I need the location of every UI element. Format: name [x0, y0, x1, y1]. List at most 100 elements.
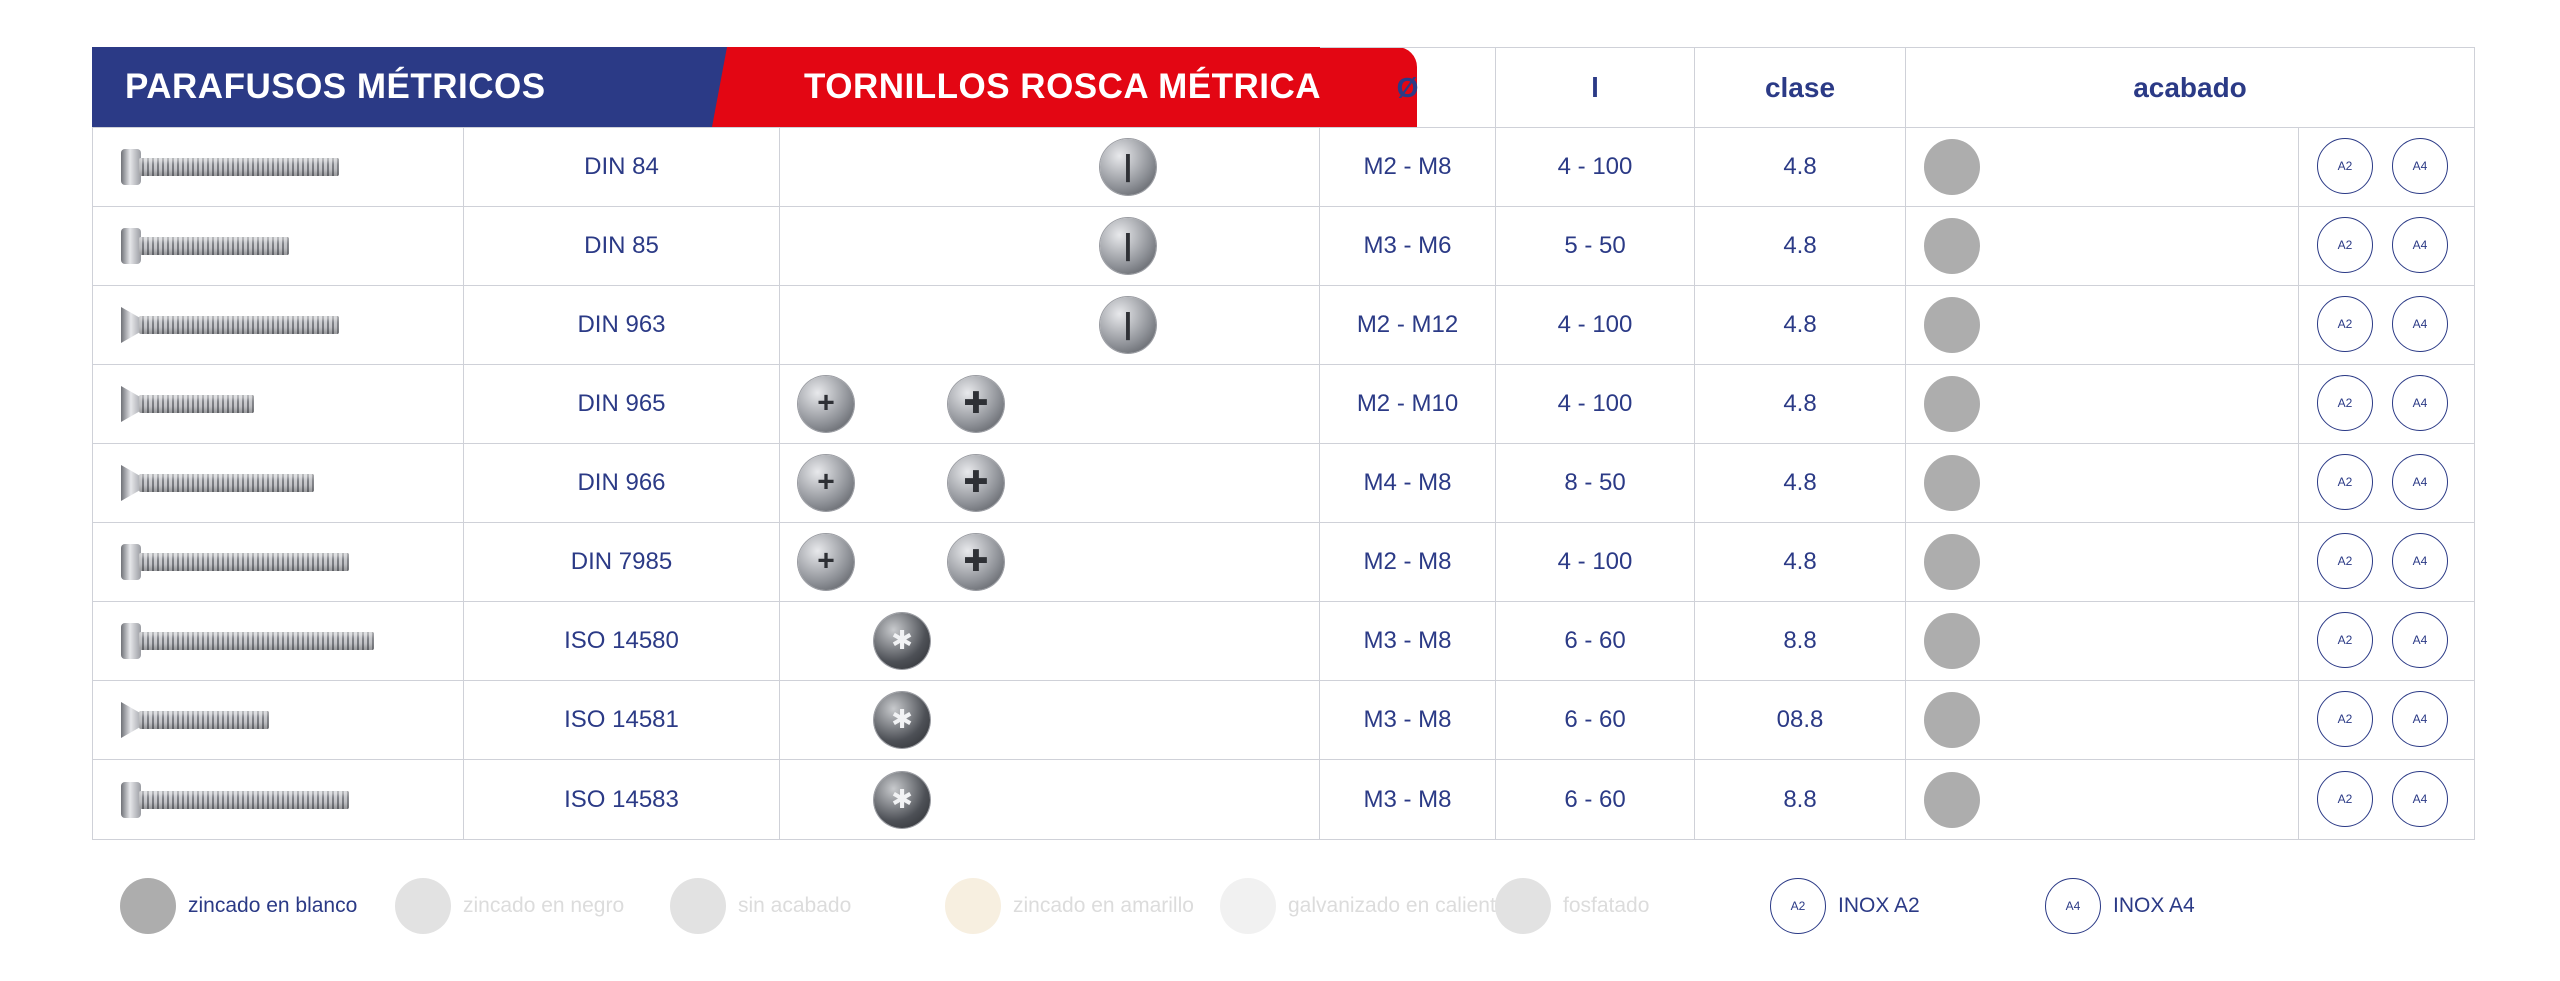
diameter-cell: M4 - M8	[1320, 444, 1496, 522]
standard-cell: DIN 965	[464, 365, 780, 443]
length-value: 8 - 50	[1564, 469, 1626, 496]
diameter-value: M2 - M12	[1356, 311, 1459, 338]
screw-image-cell	[92, 365, 464, 443]
legend-label: zincado en blanco	[188, 894, 358, 917]
drive-cell: |	[780, 128, 1320, 206]
standard-cell: ISO 14583	[464, 760, 780, 839]
screw-icon	[121, 463, 316, 503]
drive-cell: ✱	[780, 602, 1320, 680]
screw-image-cell	[92, 602, 464, 680]
length-cell: 4 - 100	[1496, 523, 1695, 601]
drive-cell: + ✚	[780, 365, 1320, 443]
column-header-length: l	[1496, 47, 1695, 127]
finish-cell	[1906, 681, 2299, 759]
class-value: 08.8	[1776, 706, 1824, 733]
diameter-cell: M2 - M12	[1320, 286, 1496, 364]
title-spanish: TORNILLOS ROSCA MÉTRICA	[712, 47, 1417, 127]
screw-image-cell	[92, 681, 464, 759]
length-value: 5 - 50	[1564, 232, 1626, 259]
legend-item: zincado en negro	[395, 876, 624, 936]
finish-zinc-white-swatch	[1924, 376, 1980, 432]
table-row: DIN 85 | M3 - M6 5 - 50 4.8 A2 A4	[92, 206, 2475, 285]
inox-cell: A2 A4	[2299, 128, 2475, 206]
finish-cell	[1906, 365, 2299, 443]
legend-item: fosfatado	[1495, 876, 1649, 936]
length-value: 4 - 100	[1557, 548, 1633, 575]
finish-cell	[1906, 602, 2299, 680]
inox-a2-badge: A2	[2317, 375, 2373, 431]
finish-zinc-white-swatch	[1924, 455, 1980, 511]
column-header-diameter: Ø	[1320, 47, 1496, 127]
inox-a2-badge: A2	[2317, 533, 2373, 589]
legend-item: A4 INOX A4	[2045, 876, 2195, 936]
class-cell: 8.8	[1695, 602, 1906, 680]
drive-cell: ✱	[780, 681, 1320, 759]
finish-zinc-white-swatch	[1924, 771, 1980, 828]
inox-cell: A2 A4	[2299, 286, 2475, 364]
table-row: ISO 14581 ✱ M3 - M8 6 - 60 08.8 A2 A4	[92, 680, 2475, 759]
inox-a2-badge: A2	[2317, 454, 2373, 510]
torx-drive-icon: ✱	[874, 771, 930, 828]
inox-a4-badge: A4	[2392, 454, 2448, 510]
length-value: 6 - 60	[1564, 627, 1626, 654]
screw-image-cell	[92, 128, 464, 206]
table-row: DIN 963 | M2 - M12 4 - 100 4.8 A2 A4	[92, 285, 2475, 364]
inox-a2-badge: A2	[2317, 770, 2373, 827]
class-cell: 4.8	[1695, 523, 1906, 601]
drive-cell: |	[780, 286, 1320, 364]
inox-a4-badge: A4	[2392, 375, 2448, 431]
table-row: DIN 7985 + ✚ M2 - M8 4 - 100 4.8 A2 A4	[92, 522, 2475, 601]
pozidriv-drive-icon: ✚	[948, 534, 1004, 590]
slot-drive-icon: |	[1100, 218, 1156, 274]
finish-swatch-icon	[120, 878, 176, 934]
diameter-value: M4 - M8	[1363, 469, 1452, 496]
standard-cell: ISO 14580	[464, 602, 780, 680]
length-cell: 6 - 60	[1496, 760, 1695, 839]
inox-a2-badge: A2	[2317, 691, 2373, 747]
legend-label: galvanizado en caliente	[1288, 894, 1508, 917]
standard-name: DIN 7985	[570, 548, 673, 575]
inox-a2-badge: A2	[2317, 217, 2373, 273]
finish-swatch-icon	[670, 878, 726, 934]
diameter-value: M3 - M8	[1363, 785, 1452, 813]
screw-image-cell	[92, 444, 464, 522]
standard-name: DIN 963	[577, 311, 666, 338]
length-cell: 4 - 100	[1496, 286, 1695, 364]
standard-name: DIN 966	[577, 469, 666, 496]
length-cell: 4 - 100	[1496, 365, 1695, 443]
class-cell: 4.8	[1695, 286, 1906, 364]
torx-drive-icon: ✱	[874, 692, 930, 748]
finish-cell	[1906, 523, 2299, 601]
standard-name: DIN 85	[584, 232, 659, 259]
class-value: 8.8	[1783, 785, 1817, 813]
length-value: 4 - 100	[1557, 311, 1633, 338]
legend-label: fosfatado	[1563, 894, 1650, 917]
diameter-value: M3 - M8	[1363, 706, 1452, 733]
standard-name: DIN 84	[584, 153, 659, 180]
finish-zinc-white-swatch	[1924, 218, 1980, 274]
finish-cell	[1906, 760, 2299, 839]
diameter-value: M2 - M8	[1363, 153, 1452, 180]
length-cell: 6 - 60	[1496, 681, 1695, 759]
table-row: DIN 966 + ✚ M4 - M8 8 - 50 4.8 A2 A4	[92, 443, 2475, 522]
phillips-drive-icon: +	[798, 534, 854, 590]
drive-cell: + ✚	[780, 523, 1320, 601]
screw-image-cell	[92, 523, 464, 601]
class-value: 8.8	[1783, 627, 1817, 654]
length-cell: 6 - 60	[1496, 602, 1695, 680]
inox-cell: A2 A4	[2299, 681, 2475, 759]
diameter-cell: M2 - M8	[1320, 523, 1496, 601]
class-cell: 4.8	[1695, 444, 1906, 522]
length-cell: 5 - 50	[1496, 207, 1695, 285]
legend-label: zincado en amarillo	[1013, 894, 1194, 917]
legend-label: zincado en negro	[463, 894, 625, 917]
inox-a2-badge: A2	[2317, 138, 2373, 194]
table-row: DIN 965 + ✚ M2 - M10 4 - 100 4.8 A2 A4	[92, 364, 2475, 443]
legend-item: zincado en blanco	[120, 876, 357, 936]
phillips-drive-icon: +	[798, 455, 854, 511]
standard-name: DIN 965	[577, 390, 666, 417]
standard-cell: ISO 14581	[464, 681, 780, 759]
column-header-class: clase	[1695, 47, 1906, 127]
standard-name: ISO 14583	[564, 785, 679, 813]
screw-icon	[121, 780, 351, 820]
